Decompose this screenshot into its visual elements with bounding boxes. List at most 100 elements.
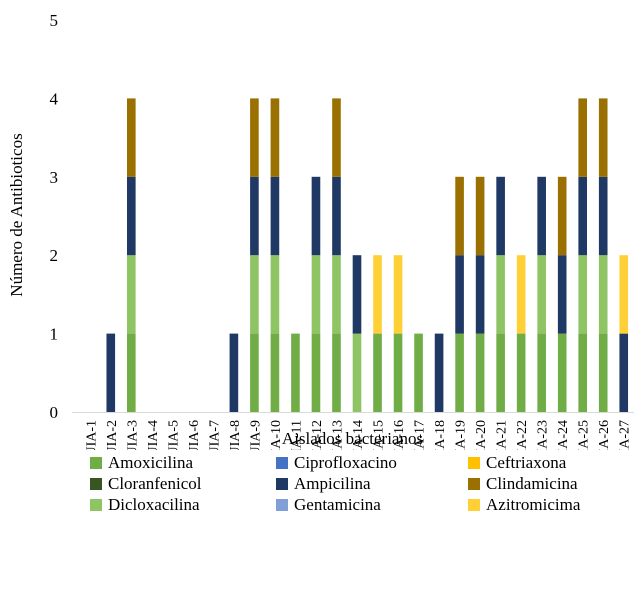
legend-item: Amoxicilina [90,453,193,473]
legend-swatch [90,457,102,469]
bar-segment [578,255,588,334]
legend-label: Ceftriaxona [486,453,567,472]
bar-segment [619,333,629,412]
x-tick-label: UIA-9 [248,420,263,450]
legend-label: Cloranfenicol [108,474,202,493]
legend-label: Clindamicina [486,474,578,493]
bar-segment [598,176,608,256]
legend-label: Amoxicilina [108,453,193,472]
y-tick-label: 3 [50,168,59,187]
bar-segment [352,255,362,334]
x-tick-label: UIA-21 [495,420,510,450]
x-tick-label: UIA-8 [228,420,243,450]
x-tick-label: UIA-1 [84,420,99,450]
bar-segment [106,333,116,412]
x-tick-label: UIA-15 [372,420,387,450]
bar-segment [332,98,341,177]
bar-segment [352,333,362,412]
x-tick-label: UIA-16 [392,420,407,450]
bar-segment [291,333,300,412]
bar-segment [373,255,382,334]
x-tick-label: UIA-18 [433,420,448,450]
x-tick-label: UIA-5 [166,420,181,450]
legend-label: Ampicilina [294,474,371,493]
bar-segment [393,255,403,334]
legend-item: Ciprofloxacino [276,453,397,473]
legend-item: Dicloxacilina [90,495,200,515]
x-tick-label: UIA-11 [289,420,304,450]
bar-segment [578,98,588,177]
bar-segment [598,333,608,412]
bar-segment [270,255,280,334]
bar-segment [557,333,567,412]
bars [106,98,629,412]
legend-swatch [468,457,480,469]
bar-segment [270,333,280,412]
bar-segment [270,98,280,177]
bar-segment [496,333,505,412]
bar-segment [455,333,464,412]
legend-item: Cloranfenicol [90,474,201,494]
x-tick-label: UIA-26 [597,420,612,450]
x-tick-label: UIA-3 [125,420,140,450]
bar-segment [332,255,341,334]
bar-segment [229,333,239,412]
bar-segment [455,255,464,334]
bar-segment [455,176,464,256]
legend-swatch [276,457,288,469]
y-axis-title: Número de Antibioticos [7,133,26,296]
legend-item: Ampicilina [276,474,370,494]
legend-label: Azitromicima [486,495,581,514]
legend-swatch [90,499,102,511]
legend-label: Ciprofloxacino [294,453,397,472]
legend-swatch [90,478,102,490]
legend-item: Clindamicina [468,474,578,494]
bar-segment [332,333,341,412]
bar-segment [598,98,608,177]
bar-segment [475,176,485,256]
bar-segment [496,255,505,334]
x-tick-label: UIA-27 [618,420,633,450]
bar-segment [496,176,505,256]
x-tick-label: UIA-25 [577,420,592,450]
y-tick-label: 5 [50,11,59,30]
x-tick-label: UIA-12 [310,420,325,450]
x-tick-label: UIA-10 [269,420,284,450]
bar-segment [557,176,567,256]
bar-segment [393,333,403,412]
bar-segment [126,333,136,412]
x-tick-label: UIA-20 [474,420,489,450]
bar-segment [516,255,526,334]
bar-segment [598,255,608,334]
x-tick-label: UIA-23 [536,420,551,450]
x-tick-label: UIA-4 [146,420,161,450]
y-axis-title-group: Número de Antibioticos [7,133,26,296]
bar-segment [578,176,588,256]
x-tick-label: UIA-13 [330,420,345,450]
bar-segment [311,255,321,334]
stacked-bar-chart: Número de Antibioticos 0 1 2 3 4 5 UIA-1 UIA-2… [7,11,634,450]
x-tick-label: UIA-7 [207,420,222,450]
y-tick-label: 4 [50,89,59,108]
legend-label: Dicloxacilina [108,495,200,514]
bar-segment [578,333,588,412]
x-tick-label: UIA-17 [413,420,428,450]
bar-segment [270,176,280,256]
x-tick-label: UIA-22 [515,420,530,450]
bar-segment [434,333,444,412]
bar-segment [250,255,259,334]
bar-segment [557,255,567,334]
bar-segment [516,333,526,412]
bar-segment [250,333,259,412]
x-axis-title: Aislados bacterianos [281,429,424,448]
legend-item: Azitromicima [468,495,580,515]
bar-segment [311,176,321,256]
bar-segment [250,98,259,177]
bar-segment [311,333,321,412]
legend-swatch [276,499,288,511]
legend-swatch [468,499,480,511]
bar-segment [126,98,136,177]
y-tick-label: 1 [50,325,59,344]
bar-segment [537,333,546,412]
x-tick-label: UIA-24 [556,420,571,450]
